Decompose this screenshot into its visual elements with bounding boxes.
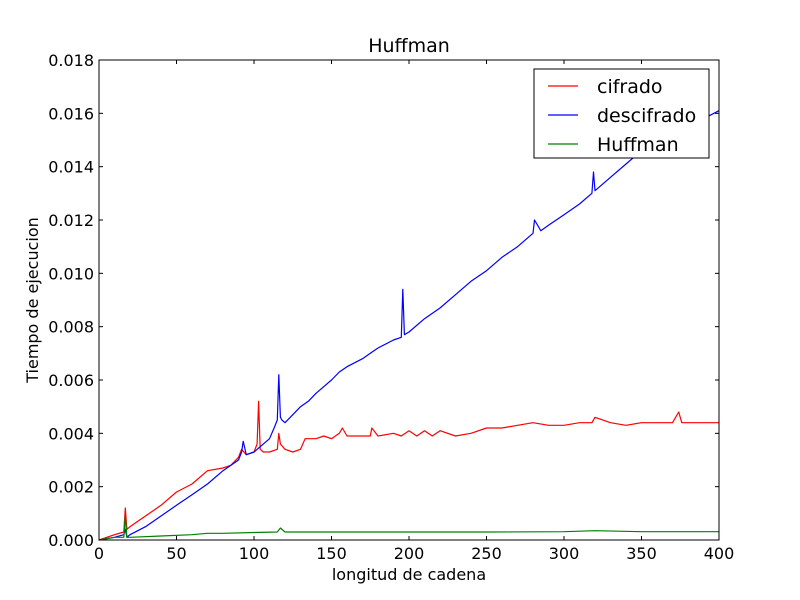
y-tick-label: 0.000 (48, 531, 94, 550)
y-tick-label: 0.002 (48, 478, 94, 497)
legend: cifrado descifrado Huffman (534, 69, 709, 158)
x-tick-label: 400 (704, 544, 735, 563)
x-tick-label: 200 (394, 544, 425, 563)
y-tick-label: 0.010 (48, 264, 94, 283)
x-tick-label: 100 (239, 544, 270, 563)
legend-label-cifrado: cifrado (597, 76, 663, 98)
legend-label-huffman: Huffman (597, 134, 679, 156)
x-tick-label: 50 (166, 544, 186, 563)
x-tick-label: 250 (471, 544, 502, 563)
x-tick-label: 0 (94, 544, 104, 563)
y-tick-label: 0.018 (48, 51, 94, 70)
y-tick-label: 0.012 (48, 211, 94, 230)
x-tick-label: 300 (549, 544, 580, 563)
y-tick-label: 0.006 (48, 371, 94, 390)
x-tick-label: 150 (316, 544, 347, 563)
y-tick-label: 0.014 (48, 158, 94, 177)
y-tick-label: 0.008 (48, 318, 94, 337)
y-tick-label: 0.004 (48, 424, 94, 443)
x-axis-title: longitud de cadena (332, 565, 486, 584)
x-tick-label: 350 (626, 544, 657, 563)
chart-title: Huffman (368, 35, 450, 57)
legend-label-descifrado: descifrado (597, 105, 696, 127)
y-tick-label: 0.016 (48, 104, 94, 123)
y-axis-title: Tiempo de ejecucion (23, 217, 42, 384)
